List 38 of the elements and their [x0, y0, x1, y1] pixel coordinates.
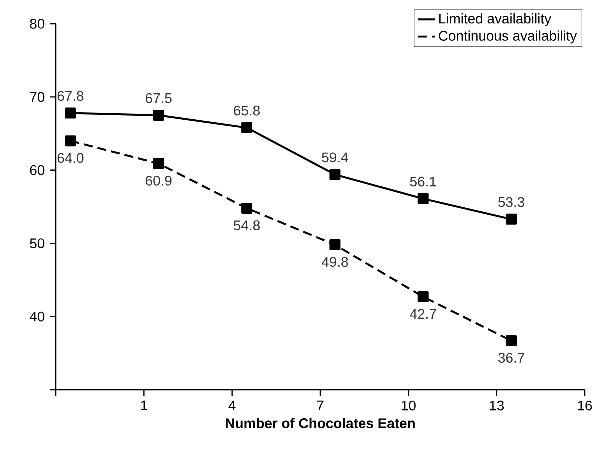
y-tick-label: 70	[30, 92, 45, 102]
data-label: 65.8	[234, 106, 260, 116]
point	[153, 110, 164, 121]
point	[418, 292, 429, 303]
data-label: 53.3	[498, 197, 524, 208]
point	[65, 136, 76, 147]
data-label: 67.5	[146, 93, 172, 104]
point	[506, 335, 518, 346]
x-tick-label: 16	[578, 400, 592, 411]
x-tick-label: 7	[317, 400, 324, 410]
y-tick-label: 60	[30, 165, 45, 176]
point	[242, 122, 253, 134]
point	[418, 193, 429, 204]
point	[330, 169, 341, 180]
data-label: 56.1	[410, 176, 436, 187]
point	[65, 108, 76, 119]
x-tick-label: 13	[490, 400, 504, 411]
y-tick-label: 40	[30, 312, 45, 322]
point	[153, 158, 164, 170]
data-label: 59.4	[322, 152, 348, 163]
data-label: 54.8	[234, 220, 260, 231]
point	[330, 240, 341, 251]
data-label: 60.9	[146, 176, 172, 186]
x-tick-label: 1	[141, 400, 148, 410]
x-tick-label: 4	[228, 400, 236, 410]
data-label: 67.8	[58, 91, 84, 102]
data-label: 49.8	[322, 257, 348, 268]
x-axis-title: Number of Chocolates Eaten	[226, 418, 415, 428]
data-label: 36.7	[498, 353, 524, 364]
data-label: 64.0	[58, 153, 84, 164]
point	[506, 214, 518, 225]
legend-label: Continuous availability	[439, 30, 578, 44]
y-tick-label: 80	[30, 19, 45, 29]
legend-label: Limited availability	[440, 14, 552, 27]
x-tick-label: 10	[402, 400, 416, 411]
y-tick-label: 50	[30, 238, 45, 249]
data-label: 42.7	[410, 309, 436, 319]
point	[242, 202, 253, 214]
